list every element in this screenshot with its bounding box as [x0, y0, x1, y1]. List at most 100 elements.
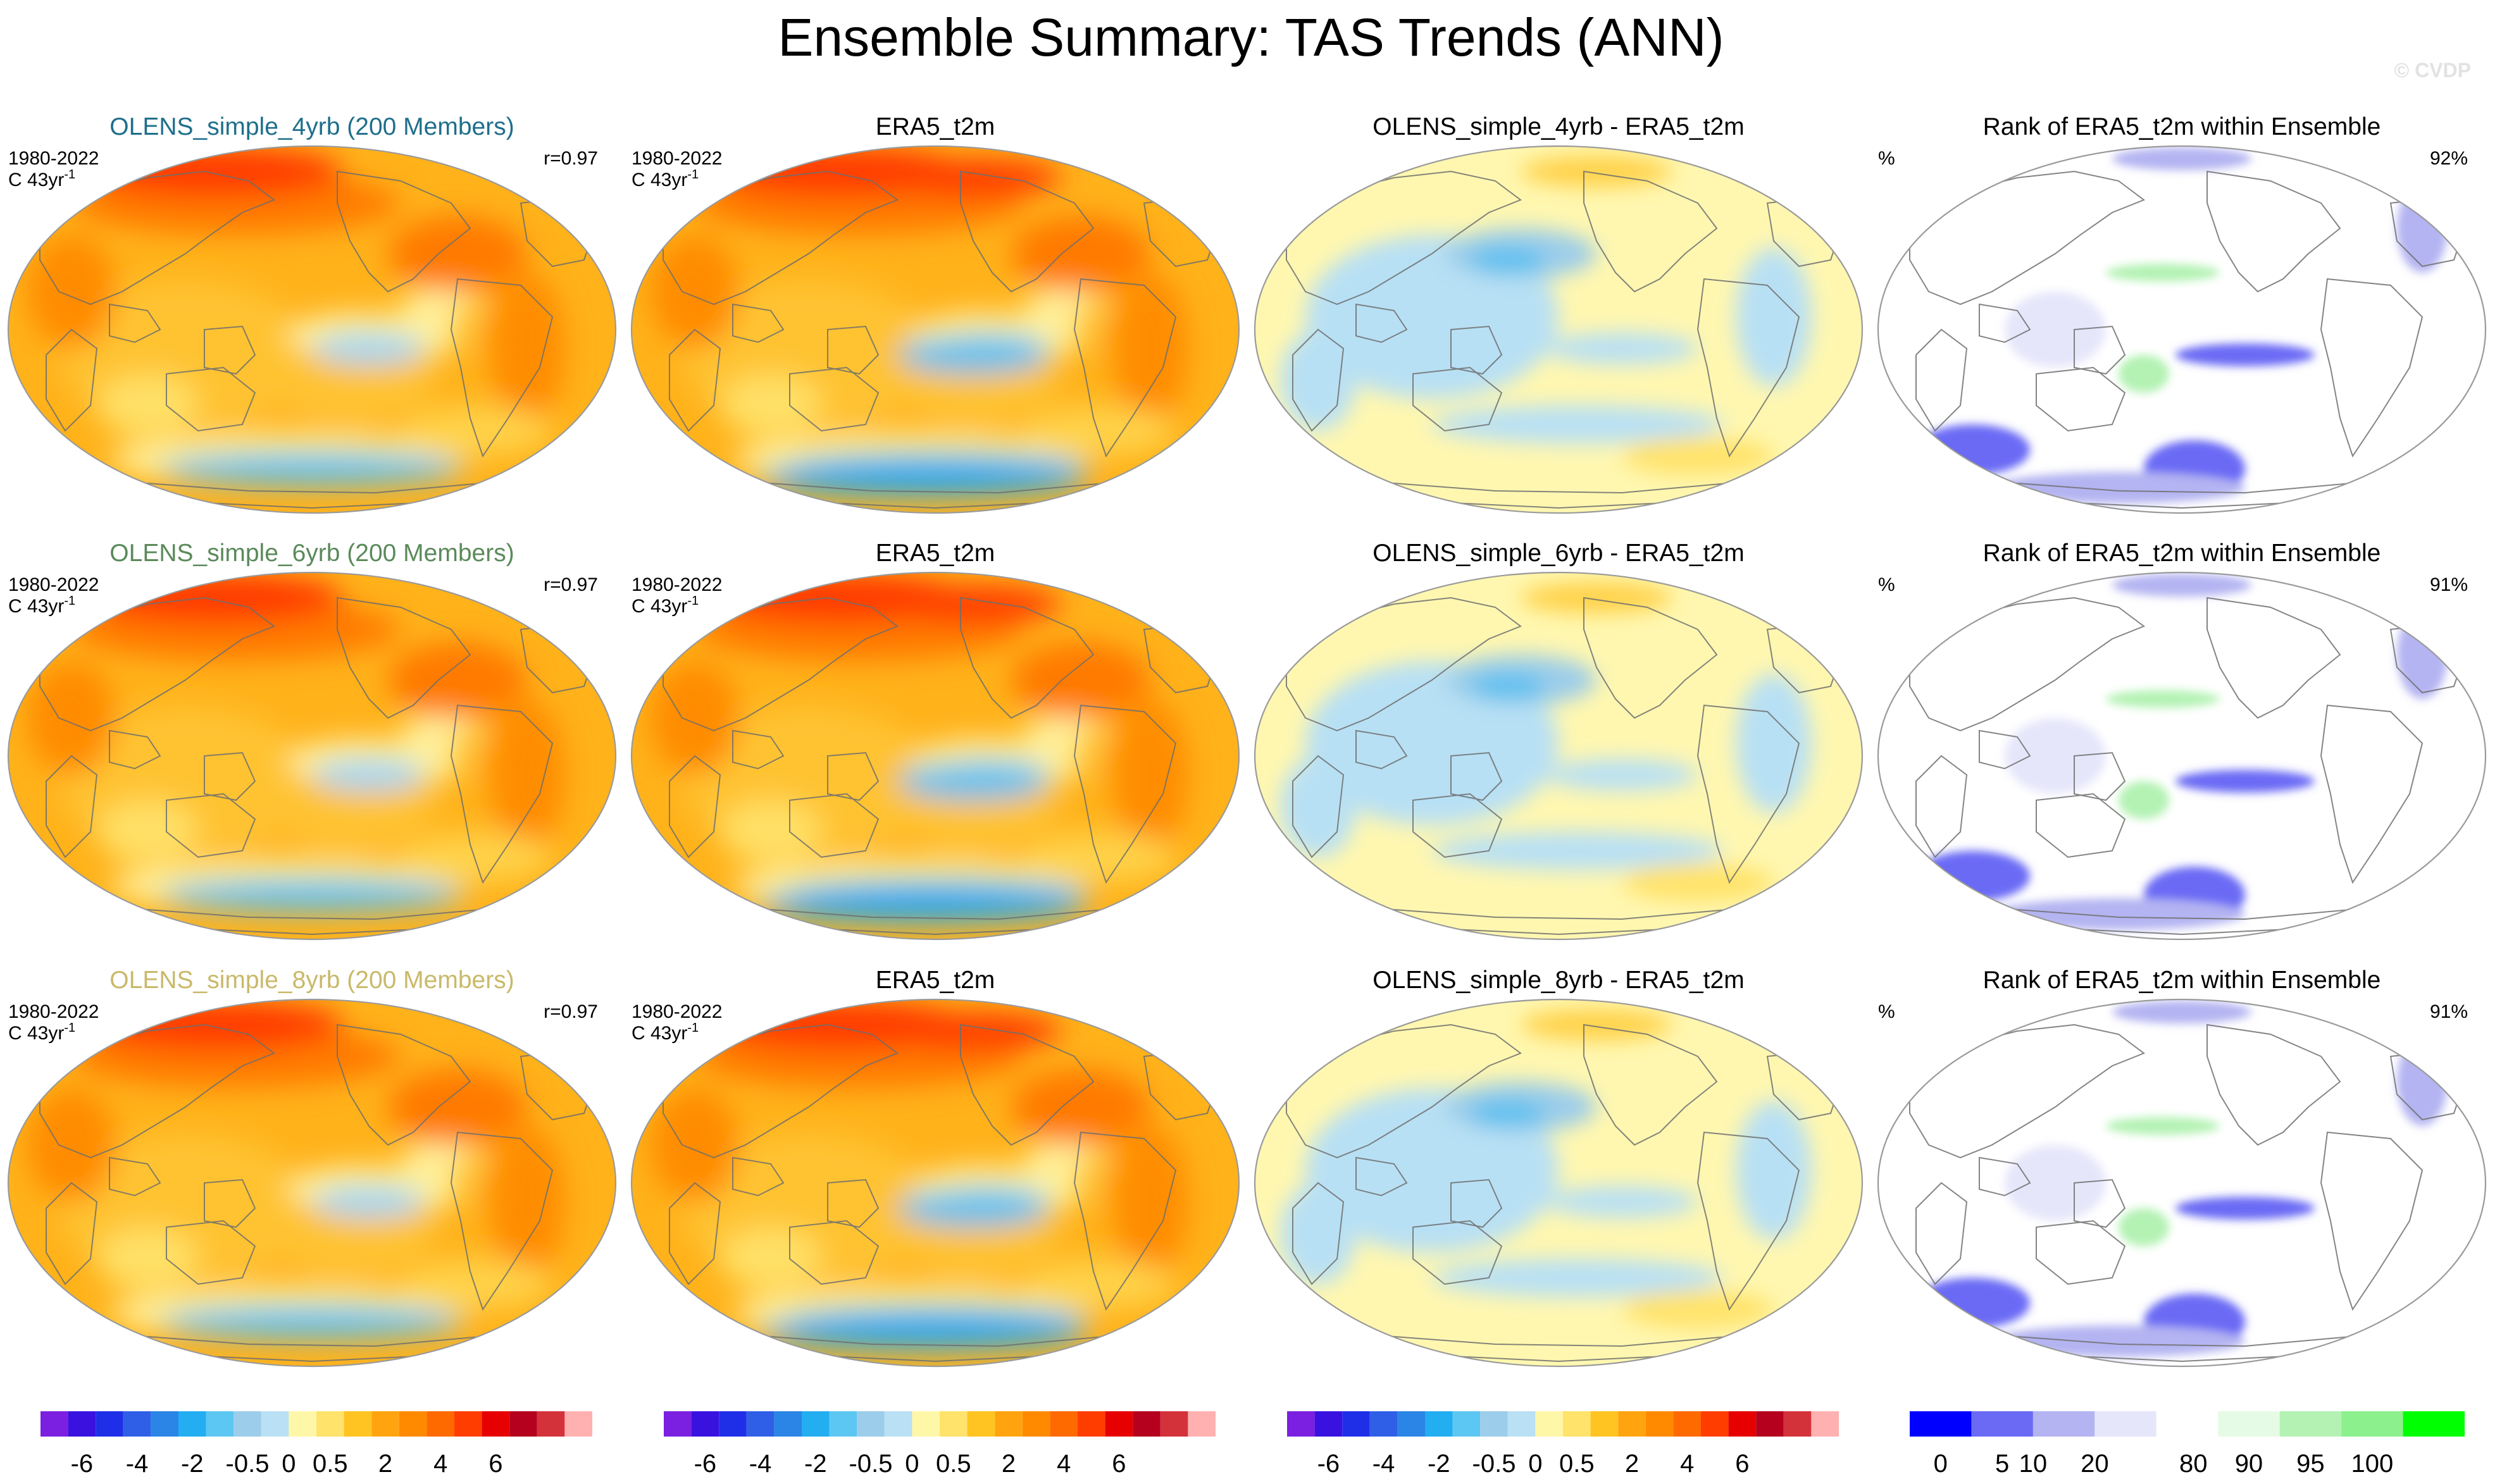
coastline: [2320, 704, 2424, 884]
coastline: [2074, 325, 2126, 375]
map-field: [8, 572, 616, 939]
map-panel-rank-row-1: Rank of ERA5_t2m within Ensemble% 92%: [1877, 113, 2487, 514]
coastline: [2036, 793, 2126, 858]
coastline: [1286, 1023, 1522, 1159]
colorbar-tick-label: 0: [905, 1450, 919, 1478]
colorbar-swatch: [261, 1411, 289, 1437]
coastline: [732, 729, 785, 770]
colorbar-rank: 0 5 10 20 80 90 95 100: [1910, 1411, 2465, 1478]
coastline: [450, 704, 554, 884]
panel-title: OLENS_simple_8yrb - ERA5_t2m: [1372, 967, 1744, 994]
colorbar-tick-label: 20: [2081, 1450, 2109, 1478]
colorbar-swatch: [1480, 1411, 1508, 1437]
coastline: [450, 1131, 554, 1311]
units-label: C 43yr-1: [8, 168, 75, 190]
coastline: [1583, 170, 1718, 293]
figure-title: Ensemble Summary: TAS Trends (ANN): [778, 8, 1724, 67]
coastline: [1909, 170, 2146, 306]
coastline: [663, 597, 899, 732]
coastline: [732, 1156, 785, 1197]
coastline: [204, 1178, 256, 1228]
coastline: [789, 793, 880, 858]
coastline: [1412, 1220, 1503, 1285]
coastline: [1696, 278, 1800, 458]
colorbar-tick-label: -4: [126, 1450, 149, 1478]
colorbar-swatch: [96, 1411, 123, 1437]
colorbar-swatch: [1563, 1411, 1591, 1437]
colorbar-trend-col1: -6 -4 -2 -0.5 0 0.5 2 4 6: [40, 1411, 592, 1478]
panel-title: ERA5_t2m: [876, 967, 995, 994]
coastline: [166, 793, 256, 858]
corner-stat: r=0.97: [544, 148, 598, 169]
colorbar-swatch: [2341, 1411, 2403, 1437]
corner-stat: 91%: [2430, 1001, 2468, 1022]
colorbar-tick-label: 0.5: [1559, 1450, 1595, 1478]
colorbar-tick-label: 2: [1625, 1450, 1639, 1478]
colorbar-swatch: [995, 1411, 1023, 1437]
units-label: C 43yr-1: [8, 594, 75, 617]
colorbar-swatch: [912, 1411, 940, 1437]
colorbar-swatch: [564, 1411, 592, 1437]
colorbar-swatch: [1188, 1411, 1216, 1437]
colorbar-swatch: [1971, 1411, 2033, 1437]
colorbar-swatch: [233, 1411, 261, 1437]
coastline: [39, 1023, 276, 1159]
colorbar-swatch: [1756, 1411, 1784, 1437]
map-panels: OLENS_simple_4yrb (200 Members) 1980-2022…: [7, 113, 2487, 1368]
coastline: [663, 170, 899, 306]
coastline: [46, 1182, 98, 1285]
colorbar-swatch: [178, 1411, 206, 1437]
coastline: [960, 597, 1095, 719]
colorbar-swatch: [1133, 1411, 1161, 1437]
map-border: [630, 145, 1240, 514]
units-label: C 43yr-1: [632, 168, 699, 190]
colorbar-swatch: [2094, 1411, 2157, 1437]
colorbar-tick-label: -6: [71, 1450, 94, 1478]
coastline: [46, 755, 98, 858]
colorbar-tick-label: 2: [378, 1450, 392, 1478]
panel-title: OLENS_simple_4yrb - ERA5_t2m: [1372, 113, 1744, 140]
map-panel-difference-row-2: OLENS_simple_6yrb - ERA5_t2m: [1254, 540, 1864, 941]
colorbar-tick-label: 10: [2019, 1450, 2048, 1478]
panel-title: Rank of ERA5_t2m within Ensemble: [1983, 540, 2381, 567]
map-field: [1878, 572, 2486, 939]
coastline: [1073, 1131, 1177, 1311]
colorbar-swatch: [1369, 1411, 1398, 1437]
panel-title: OLENS_simple_4yrb (200 Members): [109, 113, 514, 140]
coastline: [1915, 328, 1968, 432]
colorbar-tick-label: -0.5: [1472, 1450, 1516, 1478]
coastline: [1696, 704, 1800, 884]
units-label: C 43yr-1: [632, 594, 699, 617]
panel-title: OLENS_simple_8yrb (200 Members): [109, 967, 514, 994]
coastline: [669, 755, 721, 858]
coastline: [109, 729, 161, 770]
colorbar-swatch: [1701, 1411, 1729, 1437]
panel-title: Rank of ERA5_t2m within Ensemble: [1983, 113, 2381, 140]
colorbar-swatch: [691, 1411, 719, 1437]
coastline: [1979, 729, 2031, 770]
coastline: [166, 1220, 256, 1285]
colorbars: -6 -4 -2 -0.5 0 0.5 2 4 6 -6 -4 -2 -0.5 0 0.5 2 4 6 -6 -4 -2…: [40, 1411, 2465, 1478]
colorbar-swatch: [2218, 1411, 2280, 1437]
colorbar-tick-label: -2: [1428, 1450, 1450, 1478]
coastline: [1355, 1156, 1408, 1197]
colorbar-swatch: [1078, 1411, 1105, 1437]
map-field: [1255, 146, 1862, 513]
colorbar-swatch: [829, 1411, 857, 1437]
colorbar-tick-label: 95: [2296, 1450, 2325, 1478]
colorbar-swatch: [1452, 1411, 1481, 1437]
coastline: [960, 1023, 1095, 1146]
map-panel-ensemble-row-3: OLENS_simple_8yrb (200 Members) 1980-2022…: [7, 967, 617, 1368]
coastline: [1909, 1023, 2146, 1159]
coastline: [1450, 1178, 1503, 1228]
colorbar-swatch: [1160, 1411, 1188, 1437]
colorbar-tick-label: 90: [2235, 1450, 2263, 1478]
corner-stat: 92%: [2430, 148, 2468, 169]
colorbar-tick-label: -6: [1317, 1450, 1340, 1478]
panel-title: OLENS_simple_6yrb - ERA5_t2m: [1372, 540, 1744, 567]
coastline: [732, 303, 785, 343]
colorbar-swatch: [206, 1411, 234, 1437]
colorbar-tick-label: 6: [1735, 1450, 1749, 1478]
colorbar-swatch: [2032, 1411, 2095, 1437]
